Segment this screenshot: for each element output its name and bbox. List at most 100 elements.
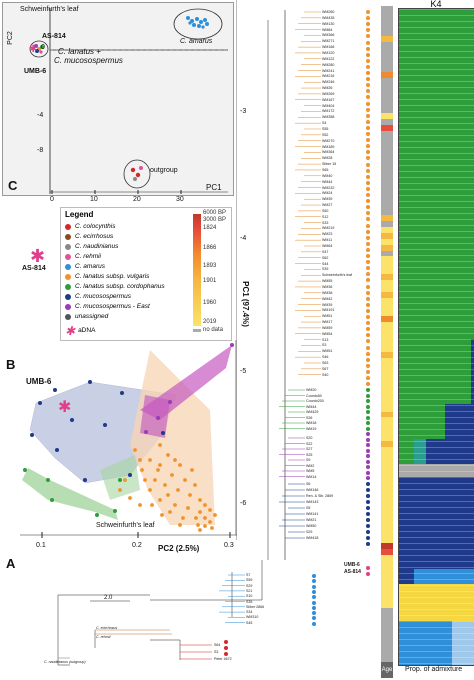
pca-point [210,526,214,530]
tree-tip: WM14 [306,474,317,479]
group-dot-icon [366,156,370,161]
cbar-1960: 1960 [203,300,217,306]
group-dot-icon [312,579,316,584]
group-dot-icon [366,432,370,436]
tree-tip: WM435 [322,15,335,20]
pca-point [173,458,177,462]
as814-star-icon: ✱ [30,246,46,266]
xtick-10: 10 [90,196,98,203]
legend-dot-icon [65,254,71,260]
k4-bars [398,8,474,666]
group-dot-icon [366,566,370,570]
group-dot-icon [366,454,370,458]
pca-point [203,516,207,520]
cbar-top2: 3000 BP [203,217,227,223]
tree-tip: S3 [322,343,327,348]
legend-item: C. lanatus subsp. cordophanus [65,282,173,292]
legend-dot-icon [65,244,71,250]
group-dot-icon [366,470,370,475]
pca-point [166,493,170,497]
group-dot-icon [366,205,370,210]
admixture-segment [399,621,453,665]
group-dot-icon [366,465,370,469]
group-dot-icon [366,357,370,362]
tree-tip: WM168 [322,45,335,50]
group-dot-icon [224,640,228,644]
group-dot-icon [366,421,370,425]
tip-ecirrhosus: C. ecirrhosus [96,626,118,630]
label-umb6-b: UMB-6 [26,377,52,386]
group-dot-icon [366,459,370,464]
tree-tip: WM23 [322,232,333,237]
panel-letter-a: A [6,556,16,571]
legend-item: C. colocynthis [65,222,173,232]
pca-point [123,478,127,482]
tree-tip: WM51 [322,314,333,319]
ytick-neg4: -4 [37,112,44,119]
group-dot-icon [366,437,370,442]
group-dot-icon [224,646,228,650]
group-dot-icon [366,512,370,516]
group-dot-icon [312,574,316,578]
tree-tip: S50 [322,208,329,213]
tree-tip: S21 [246,588,253,593]
tree-tip: S26 [306,415,313,420]
group-dot-icon [312,621,316,626]
group-dot-icon [366,235,370,240]
group-dot-icon [366,443,370,447]
group-dot-icon [366,71,370,75]
group-dot-icon [366,125,370,130]
label-schweinfurth-b: Schweinfurth's leaf [96,522,155,529]
pca-point [183,478,187,482]
tree-tip: WM11 [322,238,333,243]
group-dot-icon [366,211,370,216]
legend-dot-icon [65,234,71,240]
tree-tip: WM24 [322,191,333,196]
group-dot-icon [366,229,370,234]
pca-point [143,478,147,482]
pca-point [168,510,172,514]
tree-tip: WM50 [306,524,317,528]
tree-tip: S33 [322,220,329,225]
group-dot-icon [224,652,228,656]
pca-point [193,483,197,487]
group-dot-icon [366,46,370,51]
panel-c [2,2,234,196]
group-dot-icon [366,138,370,143]
group-dot-icon [366,58,370,63]
group-dot-icon [366,223,370,228]
tree-tip: S22 [306,441,313,446]
tree-tip: WM2 [306,463,315,468]
group-dot-icon [366,542,370,546]
legend-list: C. colocynthis C. ecirrhosus C. naudinianu… [65,222,173,322]
panel-letter-b: B [6,357,16,372]
tree-tip: WM51 [322,349,333,354]
legend-item: unassigned [65,312,173,322]
tree-tip: S55 [322,127,329,131]
panel-b-plot: ✱ [20,340,237,538]
tree-tip: S9 [306,458,311,462]
tree-tip: S40 [322,372,329,377]
k4-xlabel: Prop. of admixture [405,666,463,673]
k4-title: K4 [430,0,442,9]
pca-point [194,516,198,520]
group-dot-icon [312,584,316,589]
xtick-0: 0 [50,196,54,203]
group-dot-icon [312,595,316,600]
group-dot-icon [366,260,370,265]
pca-point [198,528,202,532]
tree-tip: WM219 [322,226,335,231]
group-dot-icon [366,426,370,431]
tree-tip: Coordo200 [306,399,324,403]
cbar-top: 6000 BP [203,210,227,216]
pca-point [170,473,174,477]
admixture-segment [399,477,474,569]
group-dot-icon [366,266,370,271]
pc1-axis-label: PC1 [206,183,222,192]
admixture-segment [414,439,426,464]
panel-letter-c: C [8,178,18,193]
pca-point [128,496,132,500]
tip-s64: S64 [214,643,221,647]
group-dot-icon [366,34,370,39]
tree-tip: WM130 [322,21,335,26]
